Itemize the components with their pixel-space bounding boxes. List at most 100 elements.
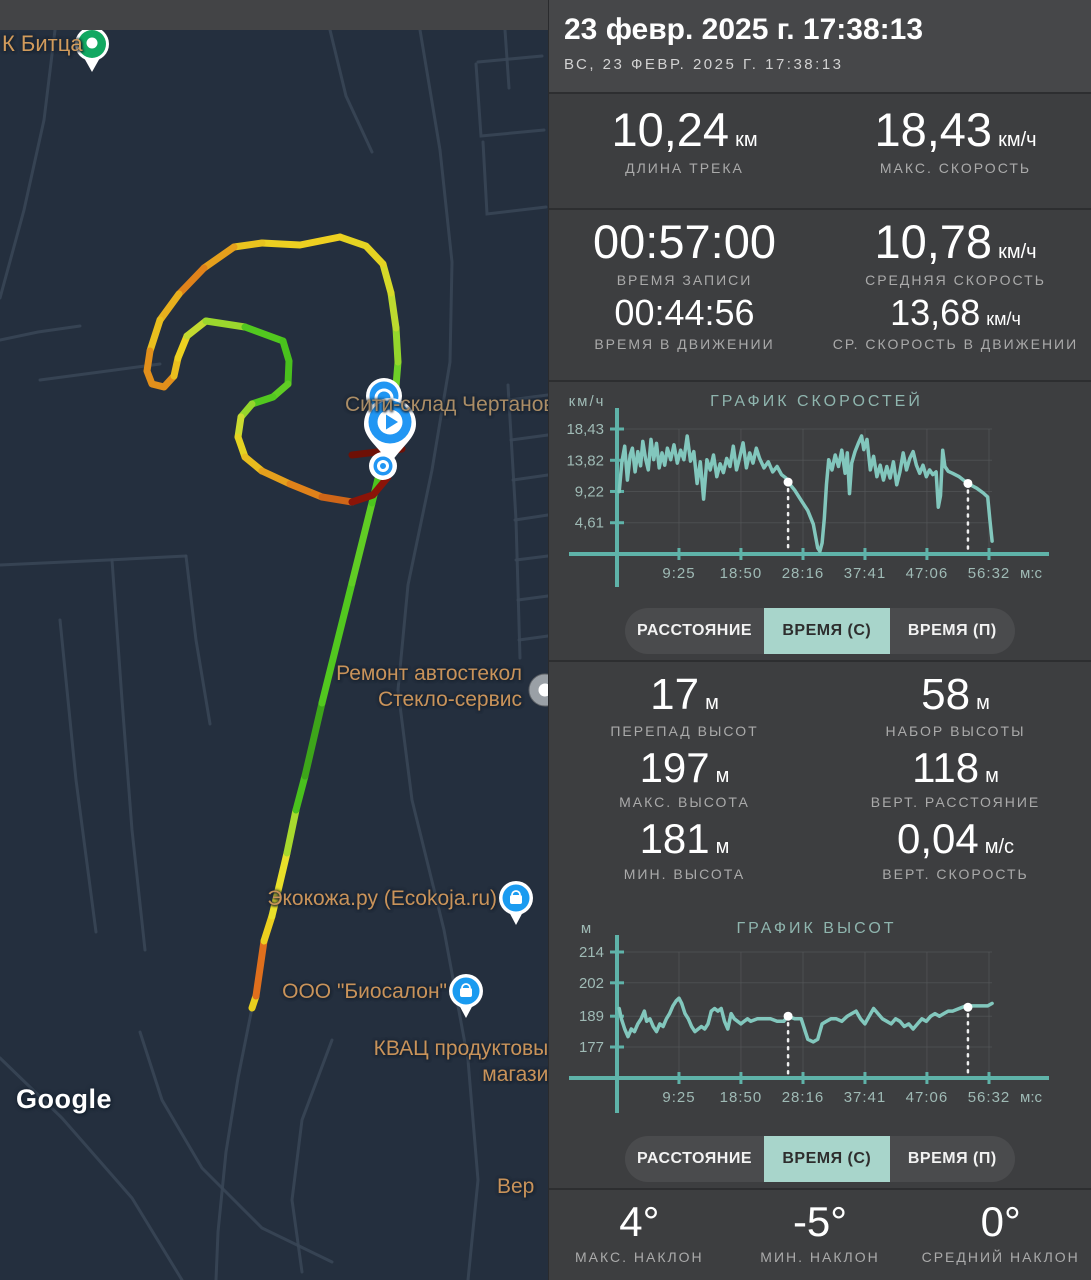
map-label-ver: Вер — [497, 1175, 535, 1198]
min-incline-label: МИН. НАКЛОН — [760, 1248, 880, 1265]
max-speed-value: 18,43 — [874, 103, 993, 156]
track-length-label: ДЛИНА ТРЕКА — [625, 159, 744, 176]
track-header: 23 февр. 2025 г. 17:38:13 ВС, 23 ФЕВР. 2… — [549, 0, 1091, 92]
play-pin-icon[interactable] — [364, 398, 416, 464]
speed-chart-canvas[interactable]: 18,43 13,82 9,22 4,61 9:25 18:50 28:16 37:41 47:… — [549, 382, 1091, 604]
stat-vert-dist: 118 м ВЕРТ. РАССТОЯНИЕ — [820, 743, 1091, 811]
max-incline-value: 4° — [619, 1198, 660, 1245]
vert-dist-label: ВЕРТ. РАССТОЯНИЕ — [870, 794, 1041, 811]
mode-time-c-button[interactable]: ВРЕМЯ (С) — [764, 1136, 890, 1182]
map-label-biosalon: ООО "Биосалон" — [282, 980, 447, 1003]
stat-record-time: 00:57:00 ВРЕМЯ ЗАПИСИ — [549, 215, 820, 288]
svg-text:56:32: 56:32 — [968, 565, 1011, 582]
stat-min-incline: -5° МИН. НАКЛОН — [730, 1200, 911, 1265]
min-alt-label: МИН. ВЫСОТА — [623, 866, 746, 883]
svg-text:9,22: 9,22 — [575, 483, 604, 500]
elev-gain-label: НАБОР ВЫСОТЫ — [885, 722, 1026, 739]
elevation-chart-mode-control: РАССТОЯНИЕ ВРЕМЯ (С) ВРЕМЯ (П) — [549, 1130, 1091, 1188]
svg-text:9:25: 9:25 — [662, 1089, 695, 1106]
stat-moving-time: 00:44:56 ВРЕМЯ В ДВИЖЕНИИ — [549, 294, 820, 353]
svg-text:28:16: 28:16 — [782, 1089, 825, 1106]
vert-dist-value: 118 — [912, 743, 980, 791]
svg-text:ГРАФИК ВЫСОТ: ГРАФИК ВЫСОТ — [736, 920, 896, 937]
elev-gain-unit: м — [976, 692, 990, 714]
map-roads — [0, 28, 548, 1280]
svg-text:47:06: 47:06 — [906, 565, 949, 582]
map-label-kvac: КВАЦ продуктовый магазин — [330, 1036, 548, 1088]
stat-track-length: 10,24 км ДЛИНА ТРЕКА — [549, 103, 820, 176]
map[interactable]: К Битца Сити-склад Чертаново Ремонт авто… — [0, 0, 548, 1280]
svg-text:км/ч: км/ч — [569, 393, 606, 410]
svg-text:202: 202 — [579, 975, 604, 992]
vert-speed-value: 0,04 — [896, 815, 979, 863]
record-time-label: ВРЕМЯ ЗАПИСИ — [616, 271, 753, 288]
stat-avg-incline: 0° СРЕДНИЙ НАКЛОН — [910, 1200, 1091, 1265]
shopping-pin-ecokozha-icon[interactable] — [499, 881, 533, 925]
segmented-control: РАССТОЯНИЕ ВРЕМЯ (С) ВРЕМЯ (П) — [625, 608, 1015, 654]
stats-panel: 23 февр. 2025 г. 17:38:13 ВС, 23 ФЕВР. 2… — [548, 0, 1091, 1280]
stat-max-alt: 197 м МАКС. ВЫСОТА — [549, 743, 820, 810]
avg-moving-speed-value: 13,68 — [890, 291, 981, 333]
map-label-remont-line2: Стекло-сервис — [377, 688, 522, 711]
stat-avg-speed: 10,78 км/ч СРЕДНЯЯ СКОРОСТЬ — [820, 215, 1091, 288]
svg-text:37:41: 37:41 — [844, 1089, 887, 1106]
speed-chart[interactable]: 18,43 13,82 9,22 4,61 9:25 18:50 28:16 37:41 47:… — [549, 380, 1091, 602]
avg-speed-label: СРЕДНЯЯ СКОРОСТЬ — [865, 271, 1046, 288]
mode-time-c-button[interactable]: ВРЕМЯ (С) — [764, 608, 890, 654]
svg-text:13,82: 13,82 — [566, 452, 604, 469]
svg-text:9:25: 9:25 — [662, 565, 695, 582]
stat-elev-drop: 17 м ПЕРЕПАД ВЫСОТ — [549, 672, 820, 739]
svg-text:189: 189 — [579, 1008, 604, 1025]
stat-min-alt: 181 м МИН. ВЫСОТА — [549, 817, 820, 882]
svg-text:37:41: 37:41 — [844, 565, 887, 582]
shopping-pin-biosalon-icon[interactable] — [449, 974, 483, 1018]
avg-incline-value: 0° — [980, 1198, 1021, 1245]
elevation-chart[interactable]: 214 202 189 177 9:25 18:50 28:16 37:41 47:06 56:3… — [549, 905, 1091, 1130]
record-time-value: 00:57:00 — [593, 215, 776, 268]
mode-distance-button[interactable]: РАССТОЯНИЕ — [625, 608, 764, 654]
svg-text:ГРАФИК СКОРОСТЕЙ: ГРАФИК СКОРОСТЕЙ — [710, 391, 923, 410]
map-label-ecokozha: Экокожа.ру (Ecokoja.ru) — [267, 887, 497, 910]
poi-dot-icon[interactable] — [528, 673, 548, 707]
moving-time-label: ВРЕМЯ В ДВИЖЕНИИ — [594, 336, 775, 353]
svg-text:214: 214 — [579, 944, 604, 961]
elev-drop-unit: м — [705, 692, 719, 714]
avg-speed-value: 10,78 — [874, 215, 993, 268]
avg-incline-label: СРЕДНИЙ НАКЛОН — [921, 1248, 1080, 1265]
track-title: 23 февр. 2025 г. 17:38:13 — [564, 13, 924, 46]
svg-text:28:16: 28:16 — [782, 565, 825, 582]
elevation-chart-canvas[interactable]: 214 202 189 177 9:25 18:50 28:16 37:41 47:06 56:3… — [549, 905, 1091, 1130]
segmented-control: РАССТОЯНИЕ ВРЕМЯ (С) ВРЕМЯ (П) — [625, 1136, 1015, 1182]
track-length-value: 10,24 — [611, 103, 730, 156]
vert-speed-unit: м/с — [984, 836, 1015, 859]
green-map-pin-icon[interactable] — [75, 27, 109, 72]
track-length-unit: км — [735, 129, 758, 151]
vert-speed-label: ВЕРТ. СКОРОСТЬ — [882, 866, 1029, 883]
svg-text:56:32: 56:32 — [968, 1089, 1011, 1106]
min-alt-unit: м — [715, 836, 730, 859]
stat-max-speed: 18,43 км/ч МАКС. СКОРОСТЬ — [820, 103, 1091, 176]
mode-distance-button[interactable]: РАССТОЯНИЕ — [625, 1136, 764, 1182]
map-canvas[interactable] — [0, 0, 548, 1280]
svg-text:м: м — [581, 920, 593, 937]
stat-max-incline: 4° МАКС. НАКЛОН — [549, 1200, 730, 1265]
svg-text:м:с: м:с — [1020, 565, 1042, 582]
mode-time-p-button[interactable]: ВРЕМЯ (П) — [890, 1136, 1015, 1182]
max-incline-label: МАКС. НАКЛОН — [574, 1248, 704, 1265]
track-endpoint-marker-icon[interactable] — [369, 452, 397, 480]
svg-text:177: 177 — [579, 1039, 604, 1056]
google-logo[interactable]: Google — [16, 1084, 112, 1114]
elev-gain-value: 58 — [921, 670, 971, 719]
incline-stats: 4° МАКС. НАКЛОН -5° МИН. НАКЛОН 0° СРЕДН… — [549, 1188, 1091, 1278]
map-label-remont-line1: Ремонт автостекол — [336, 662, 522, 685]
elev-drop-label: ПЕРЕПАД ВЫСОТ — [610, 722, 759, 739]
max-speed-unit: км/ч — [998, 129, 1037, 151]
svg-text:18:50: 18:50 — [720, 565, 763, 582]
map-label-sklad: Сити-склад Чертаново — [345, 393, 548, 416]
map-label-kvac-line1: КВАЦ продуктовый — [373, 1037, 548, 1060]
max-alt-value: 197 — [639, 743, 710, 791]
svg-text:4,61: 4,61 — [575, 515, 604, 532]
time-speed-stats: 00:57:00 ВРЕМЯ ЗАПИСИ 10,78 км/ч СРЕДНЯЯ … — [549, 208, 1091, 380]
mode-time-p-button[interactable]: ВРЕМЯ (П) — [890, 608, 1015, 654]
